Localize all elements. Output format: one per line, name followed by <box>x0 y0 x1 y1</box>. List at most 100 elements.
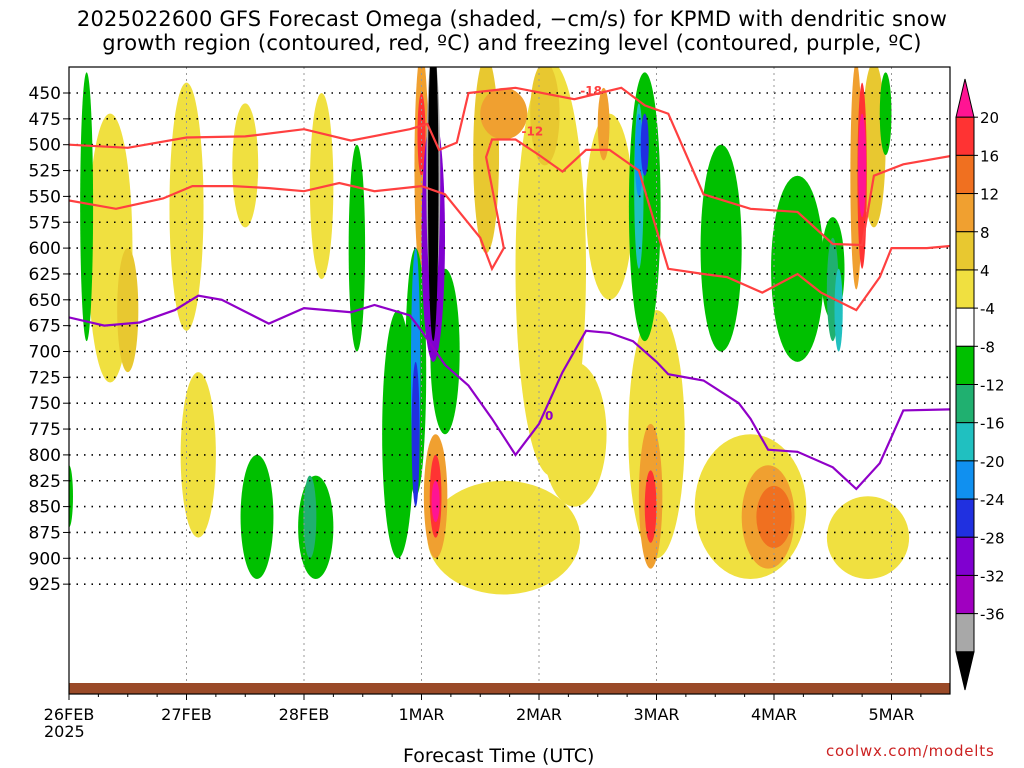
omega-shade-cell <box>862 67 886 228</box>
chart-title-line1: 2025022600 GFS Forecast Omega (shaded, −… <box>76 7 948 31</box>
y-tick-label: 850 <box>29 498 61 518</box>
y-tick-label: 525 <box>29 162 61 182</box>
y-tick-label: 875 <box>29 523 61 543</box>
x-tick-label: 27FEB <box>161 705 212 724</box>
omega-shade-cell <box>480 87 528 140</box>
y-tick-label: 575 <box>29 213 61 233</box>
colorbar-cell <box>955 384 975 424</box>
omega-shade-cell <box>303 475 317 559</box>
y-tick-label: 775 <box>29 420 61 440</box>
y-tick-label: 825 <box>29 472 61 492</box>
year-label: 2025 <box>44 722 85 741</box>
colorbar-label: -24 <box>980 491 1005 509</box>
colorbar-cell <box>955 307 975 347</box>
y-tick-label: 650 <box>29 291 61 311</box>
y-tick-label: 550 <box>29 187 61 207</box>
contour-line <box>69 294 950 491</box>
x-tick-label: 28FEB <box>279 705 330 724</box>
colorbar-cell <box>955 574 975 615</box>
omega-shade-cell <box>826 496 910 579</box>
temperature-contours: -18 -12 0 <box>69 84 950 491</box>
colorbar-cell <box>955 498 975 538</box>
colorbar-label: -20 <box>980 453 1005 471</box>
contour-line <box>69 138 950 312</box>
omega-shade-cell <box>756 485 792 548</box>
colorbar-cell <box>955 460 975 500</box>
colorbar-label: 16 <box>980 147 999 165</box>
colorbar-label: 8 <box>980 224 990 242</box>
colorbar-cell <box>955 193 975 233</box>
colorbar-cell <box>955 613 975 653</box>
colorbar-cell <box>955 422 975 462</box>
colorbar-cell <box>955 651 975 691</box>
colorbar-cell <box>955 345 975 385</box>
x-tick-label: 5MAR <box>868 705 914 724</box>
y-tick-label: 450 <box>29 84 61 104</box>
x-axis-title: Forecast Time (UTC) <box>403 745 595 767</box>
colorbar-label: -36 <box>980 606 1005 624</box>
colorbar-label: -8 <box>980 338 995 356</box>
y-tick-label: 675 <box>29 317 61 337</box>
colorbar-label: 20 <box>980 109 999 127</box>
omega-shading <box>69 67 910 595</box>
omega-shade-cell <box>771 175 824 362</box>
colorbar-label: -28 <box>980 529 1005 547</box>
omega-shade-cell <box>597 87 610 161</box>
omega-shade-cell <box>640 113 649 176</box>
chart-title-line2: growth region (contoured, red, ºC) and f… <box>102 31 922 55</box>
colorbar-cell <box>955 269 975 309</box>
contour-label: -18 <box>580 84 602 98</box>
colorbar-cell <box>955 154 975 195</box>
x-tick-label: 1MAR <box>398 705 444 724</box>
omega-shade-cell <box>879 72 892 156</box>
omega-shade-cell <box>427 480 581 595</box>
y-tick-label: 700 <box>29 343 61 363</box>
x-tick-label: 4MAR <box>751 705 797 724</box>
y-tick-label: 800 <box>29 446 61 466</box>
time-axis: 26FEB 27FEB 28FEB 1MAR 2MAR 3MAR 4MAR 5MAR <box>44 694 922 724</box>
colorbar: 20 16 12 8 4 -4 -8 -12 -16 -20 -24 -28 -32 -36 <box>955 78 1005 691</box>
colorbar-cell <box>955 231 975 271</box>
contour-label: -12 <box>522 125 544 139</box>
colorbar-cell <box>955 78 975 118</box>
y-tick-label: 750 <box>29 394 61 414</box>
omega-shade-cell <box>411 361 420 507</box>
colorbar-label: -4 <box>980 300 995 318</box>
colorbar-label: 4 <box>980 262 990 280</box>
y-tick-label: 500 <box>29 136 61 156</box>
omega-shade-cell <box>644 470 657 543</box>
omega-shade-cell <box>431 480 440 523</box>
x-tick-label: 26FEB <box>44 705 95 724</box>
credit-link[interactable]: coolwx.com/modelts <box>826 742 995 760</box>
omega-shade-cell <box>427 67 439 342</box>
omega-shade-cell <box>180 372 216 538</box>
y-tick-label: 475 <box>29 110 61 130</box>
contour-label: 0 <box>545 409 553 423</box>
contour-line <box>69 86 950 247</box>
y-tick-label: 900 <box>29 549 61 569</box>
colorbar-label: -32 <box>980 567 1005 585</box>
y-tick-label: 725 <box>29 368 61 388</box>
x-tick-label: 2MAR <box>516 705 562 724</box>
x-tick-label: 3MAR <box>633 705 679 724</box>
omega-shade-cell <box>586 113 633 300</box>
omega-shade-cell <box>117 248 139 373</box>
y-tick-label: 925 <box>29 575 61 595</box>
colorbar-label: 12 <box>980 186 999 204</box>
omega-shade-cell <box>834 268 843 352</box>
omega-shade-cell <box>240 454 274 579</box>
omega-shade-cell <box>628 72 661 342</box>
terrain-surface <box>69 683 950 694</box>
colorbar-label: -12 <box>980 377 1005 395</box>
y-tick-label: 600 <box>29 239 61 259</box>
omega-shade-cell <box>858 113 867 218</box>
colorbar-label: -16 <box>980 415 1005 433</box>
omega-shade-cell <box>348 144 366 352</box>
omega-shade-cell <box>541 361 607 507</box>
colorbar-cell <box>955 536 975 576</box>
omega-shade-cell <box>80 72 94 342</box>
pressure-axis: 450 475 500 525 550 575 600 625 650 675 700 725 750 7… <box>29 84 69 595</box>
colorbar-cell <box>955 116 975 156</box>
y-tick-label: 625 <box>29 265 61 285</box>
